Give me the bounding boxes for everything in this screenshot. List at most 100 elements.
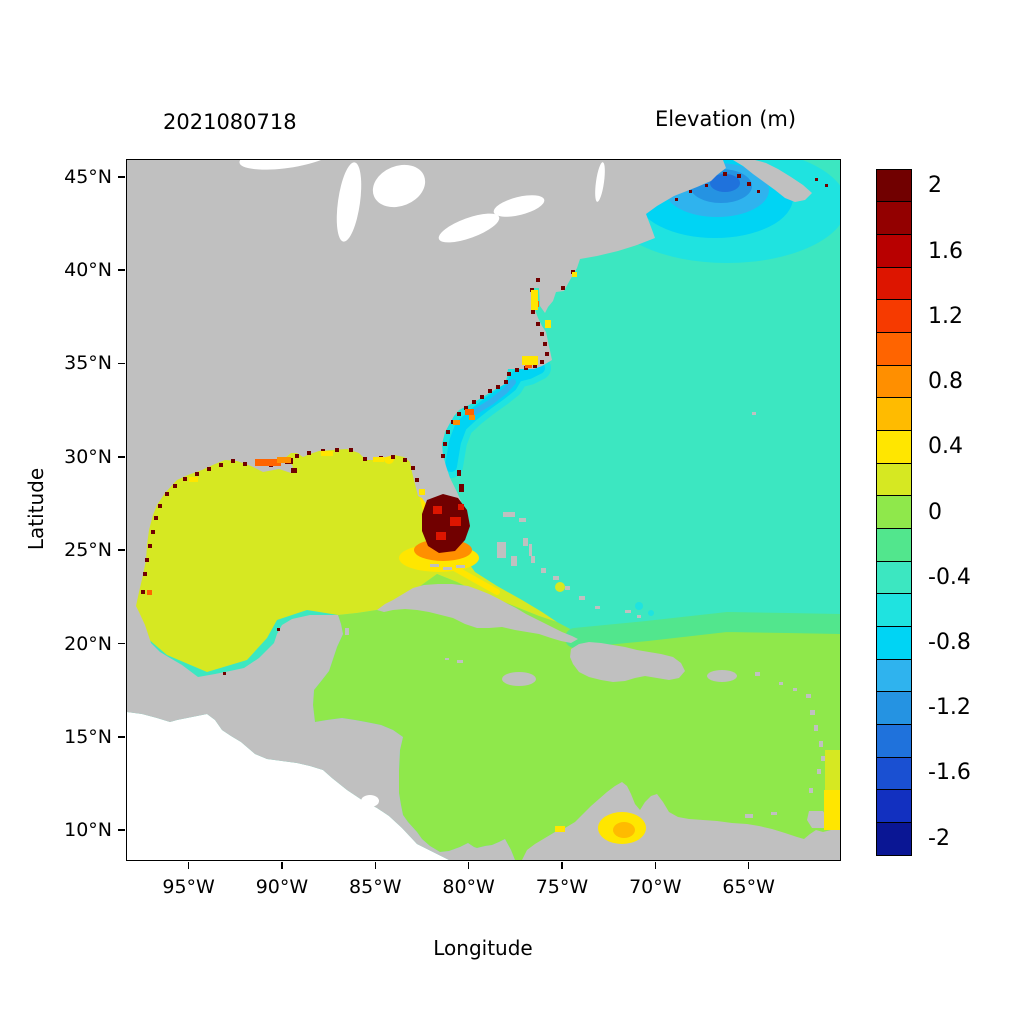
lake-ontario <box>493 194 544 217</box>
x-tick-label-4: 75°W <box>535 876 589 898</box>
lake-champlain <box>594 161 605 202</box>
y-tick-mark-4 <box>117 549 125 551</box>
colorbar-cell-6 <box>876 364 911 398</box>
x-tick-label-5: 70°W <box>629 876 682 898</box>
land-cayman <box>444 657 463 663</box>
y-tick-label-2: 35°N <box>64 352 112 375</box>
land-cuba <box>376 583 578 643</box>
map-region-caribbean <box>312 573 840 860</box>
colorbar-cell-8 <box>876 429 911 463</box>
timestamp-title: 2021080718 <box>163 110 297 134</box>
map-right-edge-anomaly <box>823 749 840 830</box>
colorbar <box>875 168 912 856</box>
colorbar-cell-10 <box>876 495 911 528</box>
colorbar-cell-14 <box>876 625 911 659</box>
x-tick-mark-2 <box>374 861 377 869</box>
colorbar-cell-20 <box>876 821 911 855</box>
y-tick-label-4: 25°N <box>64 539 112 562</box>
x-tick-mark-1 <box>281 861 283 869</box>
map-coastal-speckles-extreme <box>140 171 828 675</box>
land-nova-scotia <box>732 159 812 202</box>
map-east-coast-coastal-band <box>438 355 551 478</box>
colorbar-cell-3 <box>876 266 911 300</box>
colorbar-tick-label-9: -1.6 <box>928 760 971 786</box>
x-tick-mark-6 <box>747 861 750 869</box>
map-coastal-speckles-amber <box>276 414 475 463</box>
lake-erie <box>438 213 499 242</box>
y-tick-label-5: 20°N <box>64 632 112 655</box>
y-tick-mark-3 <box>117 456 125 458</box>
colorbar-tick-label-8: -1.2 <box>928 695 971 721</box>
x-tick-label-2: 85°W <box>349 876 402 898</box>
colorbar-tick-label-2: 1.2 <box>928 303 963 329</box>
map-pacific-outside-domain <box>126 711 449 860</box>
y-tick-mark-6 <box>117 736 125 738</box>
colorbar-cell-2 <box>876 233 911 267</box>
colorbar-cell-13 <box>876 593 911 626</box>
land-north-central-america <box>126 159 726 860</box>
colorbar-tick-label-7: -0.8 <box>928 629 971 655</box>
x-tick-mark-3 <box>467 861 470 869</box>
land-hispaniola <box>569 641 685 682</box>
colorbar-cell-15 <box>876 658 911 692</box>
colorbar-cell-12 <box>876 560 911 594</box>
land-lesser-antilles <box>744 671 833 818</box>
x-tick-label-3: 80°W <box>442 876 495 898</box>
colorbar-cell-9 <box>876 462 911 496</box>
map-coastal-speckles-yellow <box>188 271 577 495</box>
map-land <box>126 159 840 860</box>
land-cozumel <box>344 627 349 635</box>
land-bahamas <box>496 511 641 618</box>
lake-michigan <box>336 161 361 242</box>
y-tick-label-0: 45°N <box>64 165 112 188</box>
x-tick-mark-4 <box>561 861 563 869</box>
x-tick-label-1: 90°W <box>255 876 309 898</box>
colorbar-tick-label-5: 0 <box>928 499 942 525</box>
colorbar-cell-0 <box>876 169 911 202</box>
lake-huron <box>372 164 425 207</box>
land-jamaica <box>501 671 536 686</box>
x-tick-label-0: 95°W <box>162 876 215 898</box>
x-tick-label-6: 65°W <box>722 876 775 898</box>
lake-nicaragua <box>360 794 379 807</box>
land-south-america <box>521 781 840 860</box>
land-florida-keys <box>429 563 465 570</box>
y-tick-mark-2 <box>117 362 125 365</box>
colorbar-tick-label-3: 0.8 <box>928 369 963 395</box>
map-lakes <box>238 159 605 807</box>
map-cay-sal-spot <box>554 581 565 592</box>
y-tick-mark-0 <box>117 176 125 178</box>
map-region-transition-band <box>564 611 840 648</box>
x-tick-mark-5 <box>654 861 657 869</box>
colorbar-tick-label-4: 0.4 <box>928 434 963 460</box>
colorbar-tick-label-1: 1.6 <box>928 238 963 264</box>
map-venezuela-anomaly <box>554 811 646 844</box>
lake-superior <box>238 159 335 170</box>
colorbar-tick-label-10: -2 <box>928 825 950 851</box>
map-surge-south-florida <box>398 493 479 572</box>
colorbar-cell-18 <box>876 756 911 790</box>
colorbar-cell-19 <box>876 789 911 822</box>
land-puerto-rico <box>706 669 737 682</box>
y-tick-label-7: 10°N <box>64 819 112 842</box>
colorbar-cell-7 <box>876 397 911 430</box>
map-bahamas-cyan-spots <box>634 601 654 616</box>
land-trinidad <box>806 810 828 828</box>
colorbar-tick-label-0: 2 <box>928 173 942 199</box>
y-tick-label-3: 30°N <box>64 445 112 468</box>
colorbar-cell-4 <box>876 299 911 332</box>
y-tick-mark-5 <box>117 642 125 645</box>
y-tick-mark-1 <box>117 269 125 271</box>
y-tick-label-1: 40°N <box>64 259 112 282</box>
y-tick-mark-7 <box>117 829 125 831</box>
colorbar-cell-11 <box>876 527 911 561</box>
field-title: Elevation (m) <box>655 107 797 131</box>
y-tick-label-6: 15°N <box>64 725 112 748</box>
colorbar-tick-label-6: -0.4 <box>928 564 971 590</box>
colorbar-cell-16 <box>876 691 911 724</box>
x-axis-label: Longitude <box>433 936 533 960</box>
colorbar-cell-17 <box>876 723 911 757</box>
colorbar-cell-5 <box>876 331 911 365</box>
land-bermuda <box>751 411 756 415</box>
